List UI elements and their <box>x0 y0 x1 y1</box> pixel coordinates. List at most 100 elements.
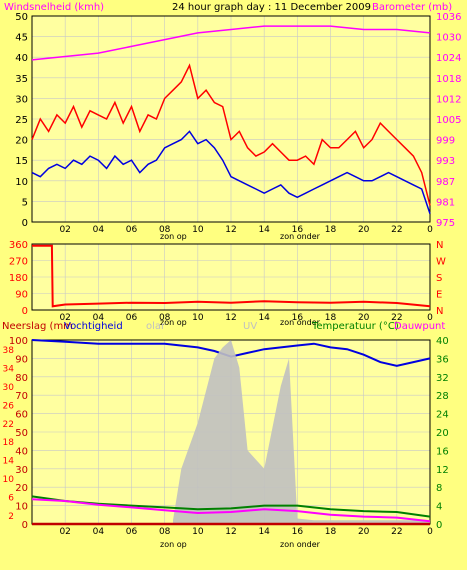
barometer-title: Barometer (mb) <box>372 2 452 13</box>
y-tick-label: 0 <box>22 306 28 317</box>
y2-tick-label: 1018 <box>436 74 461 85</box>
y2-tick-label: 981 <box>436 197 455 208</box>
wind-gust-line <box>31 130 431 215</box>
y-tick-label: 0 <box>22 218 28 229</box>
y-mid-tick-label: 2 <box>8 512 14 522</box>
x-tick-label: 08 <box>159 313 171 323</box>
y2-tick-label: 4 <box>436 502 442 513</box>
y-tick-label: 360 <box>9 240 28 251</box>
x-tick-label: 20 <box>358 313 370 323</box>
dauwpunt-title: Dauwpunt <box>394 321 445 332</box>
chart-title: 24 hour graph day : 11 December 2009 <box>172 2 371 13</box>
y2-tick-label: 32 <box>436 373 449 384</box>
y2-tick-label: 987 <box>436 177 455 188</box>
y-tick-label: 270 <box>9 257 28 268</box>
x-tick-label: 06 <box>126 225 138 235</box>
y-tick-label: 10 <box>15 177 28 188</box>
x-tick-label: 20 <box>358 527 370 537</box>
temperatuur-title: Temperatuur (°C) <box>311 321 399 332</box>
y-tick-label: 90 <box>15 290 28 301</box>
y-tick-label: 40 <box>15 53 28 64</box>
humidity-line <box>31 339 431 367</box>
y-tick-label: 80 <box>15 373 28 384</box>
y2-tick-label: 0 <box>436 520 442 531</box>
x-tick-label: 12 <box>225 527 236 537</box>
y2-tick-label: 1024 <box>436 53 461 64</box>
x-tick-label: 08 <box>159 527 171 537</box>
y-tick-label: 60 <box>15 410 28 421</box>
y-mid-tick-label: 38 <box>3 346 15 356</box>
x-tick-label: 0 <box>427 225 433 235</box>
y-tick-label: 35 <box>15 74 28 85</box>
p1-zon-op: zon op <box>160 232 187 241</box>
x-tick-label: 02 <box>59 225 70 235</box>
y-mid-tick-label: 6 <box>8 493 14 503</box>
x-tick-label: 18 <box>325 225 337 235</box>
y2-tick-label: E <box>436 290 442 301</box>
p1-zon-onder: zon onder <box>280 232 321 241</box>
x-tick-label: 08 <box>159 225 171 235</box>
y2-tick-label: 28 <box>436 391 449 402</box>
p3-zon-op: zon op <box>160 540 187 549</box>
y-mid-tick-label: 30 <box>3 383 15 393</box>
y2-tick-label: S <box>436 273 442 284</box>
neerslag-title: Neerslag (mm <box>2 321 73 332</box>
wind-barometer-plot: 0 5 10 15 20 25 30 35 40 45 50 975 981 987 993 999 1005 1… <box>15 12 461 235</box>
x-tick-label: 16 <box>292 225 304 235</box>
barometer-line <box>31 25 431 61</box>
y2-tick-label: N <box>436 306 443 317</box>
y-tick-label: 90 <box>15 354 28 365</box>
y-tick-label: 10 <box>15 502 28 513</box>
y-tick-label: 0 <box>22 520 28 531</box>
x-tick-label: 16 <box>292 313 304 323</box>
y2-tick-label: 36 <box>436 354 449 365</box>
y-tick-label: 50 <box>15 428 28 439</box>
x-tick-label: 04 <box>93 313 105 323</box>
y-mid-tick-label: 18 <box>3 438 15 448</box>
dewpoint-line <box>31 498 431 523</box>
x-tick-label: 22 <box>391 225 402 235</box>
y2-tick-label: 1012 <box>436 94 461 105</box>
y2-tick-label: 1030 <box>436 33 461 44</box>
y2-tick-label: N <box>436 240 443 251</box>
y2-tick-label: 999 <box>436 136 455 147</box>
y2-tick-label: W <box>436 257 446 268</box>
p2-zon-op: zon op <box>160 318 187 327</box>
y2-tick-label: 40 <box>436 336 449 347</box>
x-tick-label: 22 <box>391 313 402 323</box>
x-tick-label: 04 <box>93 527 105 537</box>
x-tick-label: 10 <box>192 527 204 537</box>
y-tick-label: 15 <box>15 156 28 167</box>
x-tick-label: 10 <box>192 313 204 323</box>
y-tick-label: 25 <box>15 115 28 126</box>
solar-title: olar <box>146 321 166 332</box>
y2-tick-label: 20 <box>436 428 449 439</box>
x-tick-label: 04 <box>93 225 105 235</box>
x-tick-label: 20 <box>358 225 370 235</box>
y-tick-label: 30 <box>15 94 28 105</box>
y2-tick-label: 1036 <box>436 12 461 23</box>
wind-speed-line <box>31 63 431 206</box>
y2-tick-label: 16 <box>436 446 449 457</box>
x-tick-label: 18 <box>325 313 337 323</box>
y-mid-tick-label: 14 <box>3 457 15 467</box>
humidity-temp-plot: 0102030405060708090100048121620242832364… <box>3 336 449 537</box>
x-tick-label: 10 <box>192 225 204 235</box>
y-tick-label: 5 <box>22 197 28 208</box>
p3-zon-onder: zon onder <box>280 540 321 549</box>
x-tick-label: 14 <box>258 225 270 235</box>
x-tick-label: 14 <box>258 313 270 323</box>
y-tick-label: 45 <box>15 33 28 44</box>
x-tick-label: 0 <box>427 527 433 537</box>
y-tick-label: 70 <box>15 391 28 402</box>
x-tick-label: 22 <box>391 527 402 537</box>
y-mid-tick-label: 34 <box>3 365 15 375</box>
x-tick-label: 06 <box>126 313 138 323</box>
plot-border <box>31 15 431 223</box>
x-tick-label: 14 <box>258 527 270 537</box>
solar-area <box>173 340 430 524</box>
y2-tick-label: 24 <box>436 410 449 421</box>
